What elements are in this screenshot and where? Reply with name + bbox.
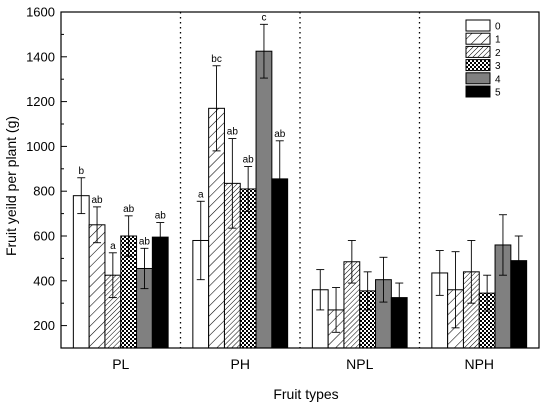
- legend-label: 0: [495, 22, 501, 33]
- x-axis-title: Fruit types: [273, 386, 338, 402]
- y-tick-label: 600: [33, 229, 55, 244]
- legend-swatch: [465, 59, 491, 72]
- plot-frame: [60, 11, 540, 349]
- y-tick-label: 800: [33, 184, 55, 199]
- y-tick-label: 400: [33, 273, 55, 288]
- significance-label: ab: [243, 155, 255, 166]
- legend-swatch: [465, 72, 491, 85]
- legend-label: 3: [495, 61, 501, 72]
- x-tick-label: NPL: [346, 356, 373, 372]
- x-tick-label: NPH: [464, 356, 494, 372]
- significance-label: c: [261, 12, 266, 23]
- y-tick-label: 1400: [26, 49, 55, 64]
- significance-label: ab: [227, 127, 239, 138]
- legend-swatch: [465, 19, 491, 32]
- plot-area: [179, 12, 421, 348]
- significance-label: ab: [123, 204, 135, 215]
- y-tick-label: 1600: [26, 5, 55, 20]
- y-tick-label: 1000: [26, 139, 55, 154]
- bar: [239, 188, 257, 349]
- y-tick-label: 200: [33, 318, 55, 333]
- axes: PL PH NPL NPH 200 400 600 800 1000 1200 1400 1600: [26, 5, 540, 372]
- y-axis-title: Fruit yeild per plant (g): [3, 116, 19, 256]
- significance-label: ab: [91, 195, 103, 206]
- legend: 0 1 2 3 4 5: [465, 19, 501, 99]
- significance-label: ab: [155, 211, 167, 222]
- bar: [151, 236, 169, 349]
- legend-label: 1: [495, 35, 501, 46]
- significance-label: bc: [211, 54, 222, 65]
- legend-label: 2: [495, 48, 501, 59]
- significance-label: a: [198, 189, 204, 200]
- x-tick-label: PL: [112, 356, 129, 372]
- y-tick-label: 1200: [26, 94, 55, 109]
- legend-swatch: [465, 45, 491, 58]
- legend-swatch: [465, 85, 491, 98]
- legend-label: 5: [495, 88, 501, 99]
- bar: [255, 50, 273, 349]
- significance-label: ab: [274, 129, 286, 140]
- significance-label: a: [110, 241, 116, 252]
- bar: [88, 224, 106, 349]
- legend-swatch: [465, 32, 491, 45]
- significance-label: b: [78, 166, 84, 177]
- legend-label: 4: [495, 74, 501, 85]
- x-tick-label: PH: [231, 356, 250, 372]
- bar: [72, 195, 90, 349]
- significance-label: ab: [139, 236, 151, 247]
